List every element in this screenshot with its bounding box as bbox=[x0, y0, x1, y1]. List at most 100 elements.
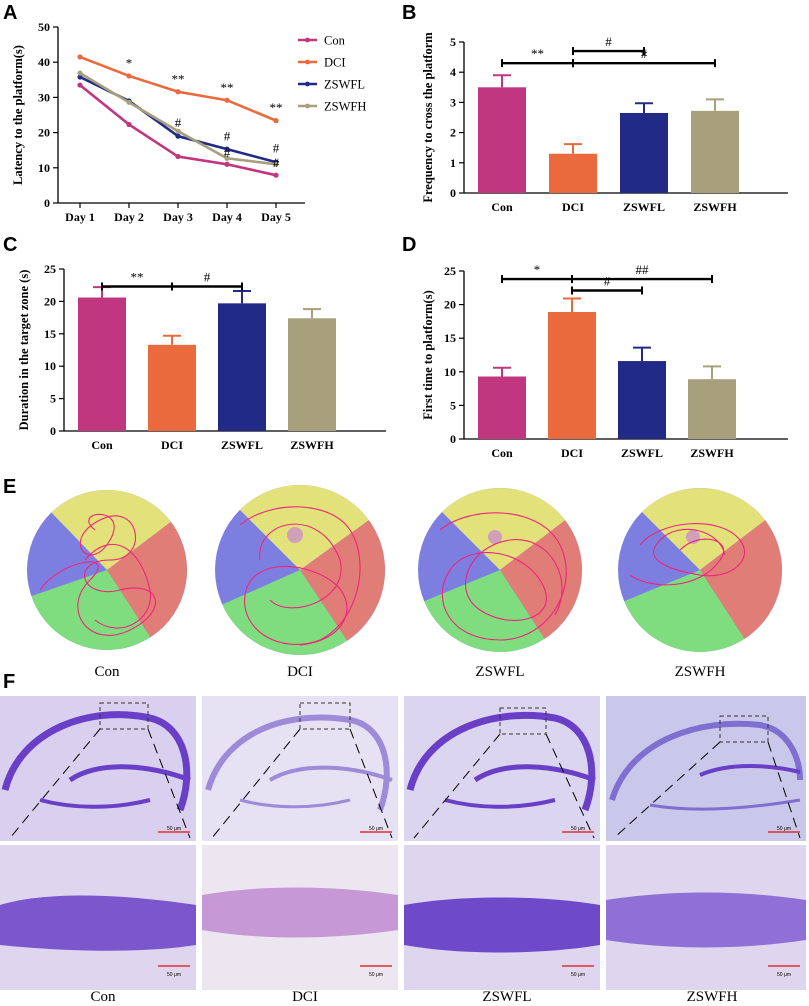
swim-map-dci bbox=[215, 485, 385, 655]
scale-label: 50 μm bbox=[369, 972, 383, 978]
x-tick-label: ZSWFL bbox=[221, 438, 263, 452]
swim-path-zswfl bbox=[439, 512, 567, 641]
bar-chart-duration: 0 5 10 15 20 25 Duration in the target zone (s… bbox=[17, 262, 386, 452]
bar-zswfl bbox=[618, 361, 666, 439]
histology-overview-zswfh bbox=[606, 696, 806, 841]
bar-con bbox=[78, 297, 126, 431]
data-point-zswfh bbox=[224, 155, 230, 161]
significance-marker: # bbox=[224, 145, 231, 160]
y-tick-label: 10 bbox=[38, 161, 50, 175]
x-tick-label: Day 2 bbox=[114, 210, 144, 224]
platform-marker-icon bbox=[287, 527, 303, 543]
platform-marker-icon bbox=[488, 530, 502, 544]
x-tick-label: Day 1 bbox=[65, 210, 95, 224]
panel-label-e: E bbox=[3, 476, 16, 498]
histology-zoom-zswfl bbox=[404, 845, 600, 990]
scale-bar-labels: 50 μm 50 μm 50 μm 50 μm 50 μm 50 μm 50 μ… bbox=[167, 826, 791, 978]
y-tick-label: 20 bbox=[444, 298, 456, 312]
significance-marker: # bbox=[224, 128, 231, 143]
swim-map-zswfl bbox=[418, 488, 582, 652]
data-point-dci bbox=[273, 118, 279, 124]
significance-marker: * bbox=[126, 55, 133, 70]
significance-marker: # bbox=[273, 140, 280, 155]
swim-path-zswfh bbox=[629, 523, 746, 586]
x-tick-label: Con bbox=[491, 446, 513, 460]
map-caption-con: Con bbox=[94, 664, 120, 680]
histology-zoom-dci bbox=[202, 845, 398, 990]
x-tick-label: Con bbox=[91, 438, 113, 452]
legend-marker-zswfl bbox=[305, 81, 310, 87]
histology-caption-dci: DCI bbox=[292, 989, 318, 1005]
map-caption-zswfl: ZSWFL bbox=[475, 664, 524, 680]
y-tick-label: 15 bbox=[44, 327, 56, 341]
y-tick-label: 0 bbox=[450, 186, 456, 200]
panel-label-f: F bbox=[3, 671, 15, 693]
significance-marker: ** bbox=[131, 269, 144, 284]
data-point-con bbox=[224, 161, 230, 167]
panel-label-d: D bbox=[402, 234, 416, 256]
data-point-zswfl bbox=[175, 133, 181, 139]
y-axis-title: First time to platform(s) bbox=[421, 290, 435, 419]
histology-zoom-con bbox=[0, 845, 196, 990]
y-axis-title: Frequency to cross the platform bbox=[421, 32, 435, 203]
legend-label-zswfh: ZSWFH bbox=[324, 100, 366, 114]
histology-overview-dci bbox=[202, 696, 398, 841]
y-tick-label: 20 bbox=[38, 126, 50, 140]
data-point-con bbox=[77, 82, 83, 88]
x-tick-label: ZSWFH bbox=[690, 446, 734, 460]
y-tick-label: 30 bbox=[38, 90, 50, 104]
bar-con bbox=[478, 87, 526, 193]
significance-marker: # bbox=[204, 269, 211, 284]
bar-zswfh bbox=[691, 110, 739, 193]
scale-label: 50 μm bbox=[571, 826, 585, 832]
x-tick-label: Day 5 bbox=[261, 210, 291, 224]
swim-map-con bbox=[27, 490, 187, 650]
bar-dci bbox=[548, 311, 596, 439]
data-point-zswfh bbox=[126, 99, 132, 105]
significance-marker: ** bbox=[172, 71, 185, 86]
bar-chart-frequency: 0 1 2 3 4 5 Frequency to cross the platform Con… bbox=[421, 32, 788, 214]
legend-label-con: Con bbox=[324, 34, 346, 48]
data-point-con bbox=[126, 121, 132, 128]
bar-zswfh bbox=[288, 318, 336, 431]
y-tick-label: 0 bbox=[44, 196, 50, 210]
line-chart-latency: 0 10 20 30 40 50 Latency to the platform(s) Day… bbox=[11, 20, 366, 224]
bar-chart-first-time: 0 5 10 15 20 25 First time to platform(s) Con DC… bbox=[421, 262, 788, 460]
histology-caption-con: Con bbox=[90, 989, 116, 1005]
legend-label-zswfl: ZSWFL bbox=[324, 78, 365, 92]
bar-dci bbox=[148, 344, 196, 431]
scale-label: 50 μm bbox=[777, 826, 791, 832]
y-tick-label: 2 bbox=[450, 126, 456, 140]
data-point-dci bbox=[126, 73, 132, 79]
data-point-dci bbox=[224, 97, 230, 103]
swim-path-con bbox=[39, 513, 156, 636]
x-tick-label: DCI bbox=[561, 446, 583, 460]
legend-marker-dci bbox=[305, 59, 310, 65]
y-tick-label: 50 bbox=[38, 20, 50, 34]
significance-marker: # bbox=[604, 273, 611, 288]
x-tick-label: ZSWFH bbox=[290, 438, 334, 452]
significance-marker: # bbox=[605, 34, 612, 49]
histology-zoom-zswfh bbox=[606, 845, 806, 990]
histology-overview-zswfl bbox=[404, 696, 600, 841]
significance-marker: ** bbox=[531, 46, 544, 61]
bar-zswfh bbox=[688, 379, 736, 439]
scale-label: 50 μm bbox=[777, 972, 791, 978]
data-point-zswfh bbox=[77, 70, 83, 76]
legend-label-dci: DCI bbox=[324, 56, 346, 70]
significance-marker: ** bbox=[221, 80, 234, 95]
y-tick-label: 15 bbox=[444, 331, 456, 345]
histology-caption-zswfl: ZSWFL bbox=[482, 989, 531, 1005]
y-axis-title: Duration in the target zone (s) bbox=[17, 270, 31, 431]
x-tick-label: ZSWFL bbox=[623, 200, 665, 214]
scale-label: 50 μm bbox=[167, 826, 181, 832]
y-tick-label: 20 bbox=[44, 294, 56, 308]
x-tick-label: ZSWFL bbox=[621, 446, 663, 460]
y-tick-label: 3 bbox=[450, 95, 456, 109]
swim-map-zswfh bbox=[618, 488, 782, 652]
data-point-con bbox=[175, 153, 181, 160]
scale-label: 50 μm bbox=[571, 972, 585, 978]
legend-marker-con bbox=[305, 37, 310, 43]
y-tick-label: 5 bbox=[50, 392, 56, 406]
x-tick-label: Day 4 bbox=[212, 210, 242, 224]
